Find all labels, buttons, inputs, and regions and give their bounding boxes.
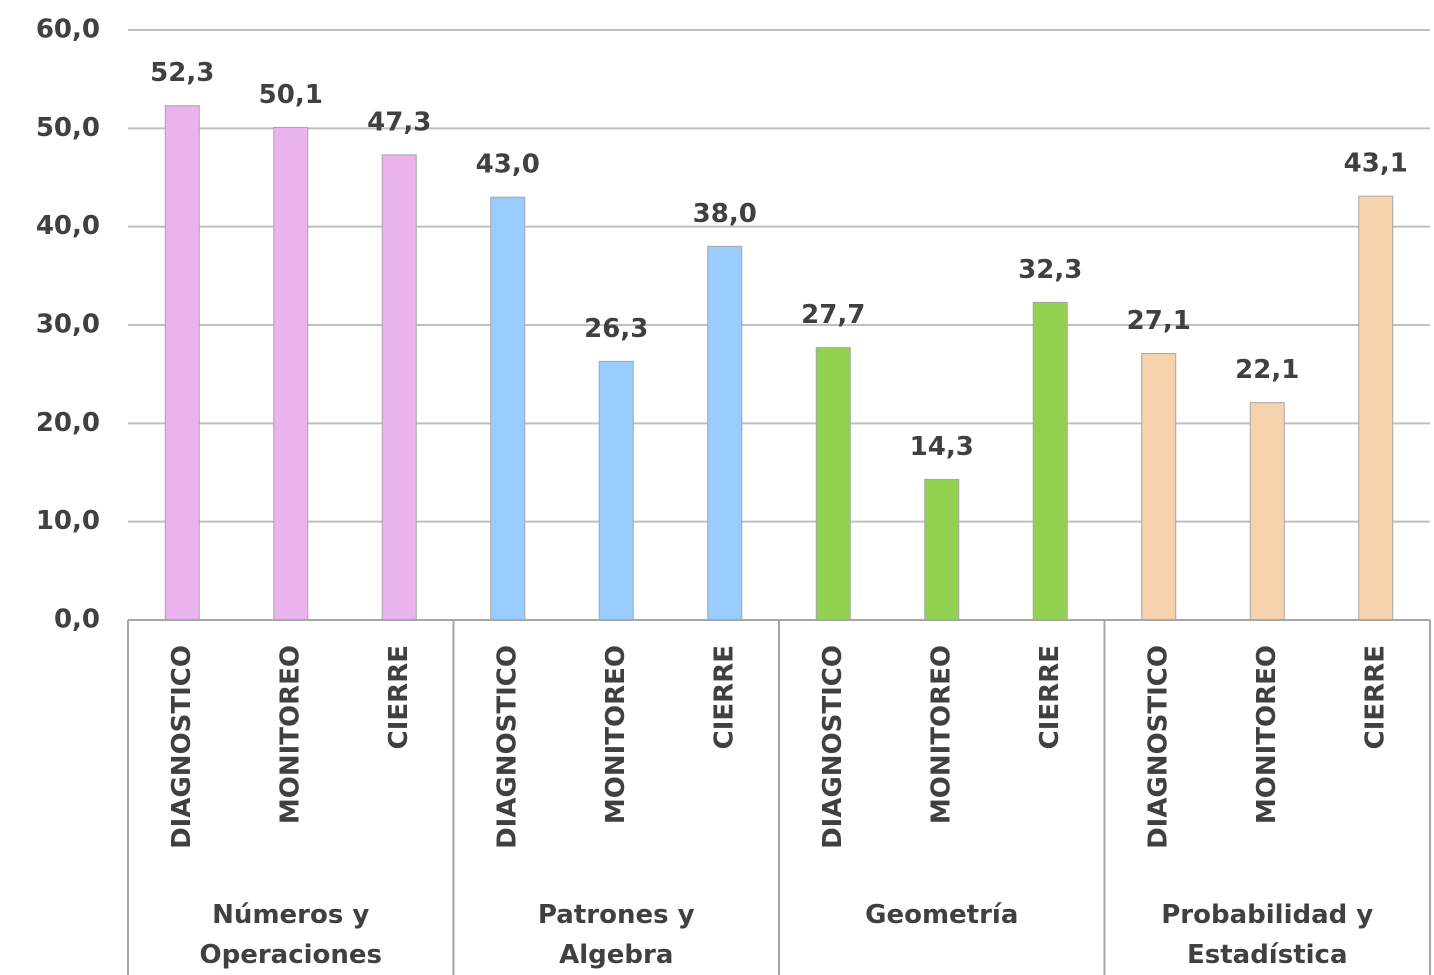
group-label: Geometría: [865, 900, 1019, 930]
y-tick-label: 60,0: [36, 15, 100, 45]
y-tick-label: 30,0: [36, 310, 100, 340]
group-label: Patrones y Algebra: [537, 900, 695, 970]
x-tick-label: MONITOREO: [926, 645, 956, 824]
group-label: Probabilidad y Estadística: [1161, 900, 1374, 970]
bar: [924, 478, 960, 621]
value-label: 32,3: [1018, 255, 1082, 285]
x-tick-label: MONITOREO: [1252, 645, 1282, 824]
value-label: 47,3: [367, 107, 431, 137]
x-tick-label: DIAGNOSTICO: [492, 645, 522, 849]
value-label: 50,1: [259, 80, 323, 110]
y-tick-label: 10,0: [36, 506, 100, 536]
x-tick-label: CIERRE: [384, 645, 414, 749]
bar: [273, 126, 309, 621]
x-tick-label: DIAGNOSTICO: [818, 645, 848, 849]
bar: [1032, 301, 1068, 621]
value-label: 27,1: [1127, 306, 1191, 336]
value-label: 14,3: [910, 432, 974, 462]
x-tick-label: CIERRE: [709, 645, 739, 749]
y-tick-label: 0,0: [54, 605, 100, 635]
y-tick-label: 20,0: [36, 408, 100, 438]
value-label: 26,3: [584, 314, 648, 344]
value-label: 52,3: [150, 58, 214, 88]
bar: [1358, 195, 1394, 621]
y-tick-label: 50,0: [36, 113, 100, 143]
bar: [381, 154, 417, 621]
value-label: 43,0: [476, 150, 540, 180]
bar: [164, 105, 200, 621]
bar: [490, 196, 526, 621]
x-tick-label: MONITOREO: [601, 645, 631, 824]
value-label: 43,1: [1344, 149, 1408, 179]
y-tick-label: 40,0: [36, 211, 100, 241]
x-tick-label: DIAGNOSTICO: [1143, 645, 1173, 849]
bar: [815, 347, 851, 621]
x-tick-label: CIERRE: [1035, 645, 1065, 749]
group-label: Números y Operaciones: [199, 900, 383, 970]
bar: [598, 360, 634, 621]
bar: [1141, 353, 1177, 621]
value-label: 38,0: [693, 199, 757, 229]
bar: [707, 245, 743, 621]
value-label: 27,7: [801, 300, 865, 330]
x-tick-label: MONITOREO: [275, 645, 305, 824]
value-label: 22,1: [1235, 355, 1299, 385]
x-tick-label: CIERRE: [1360, 645, 1390, 749]
x-tick-label: DIAGNOSTICO: [167, 645, 197, 849]
bar: [1249, 402, 1285, 621]
